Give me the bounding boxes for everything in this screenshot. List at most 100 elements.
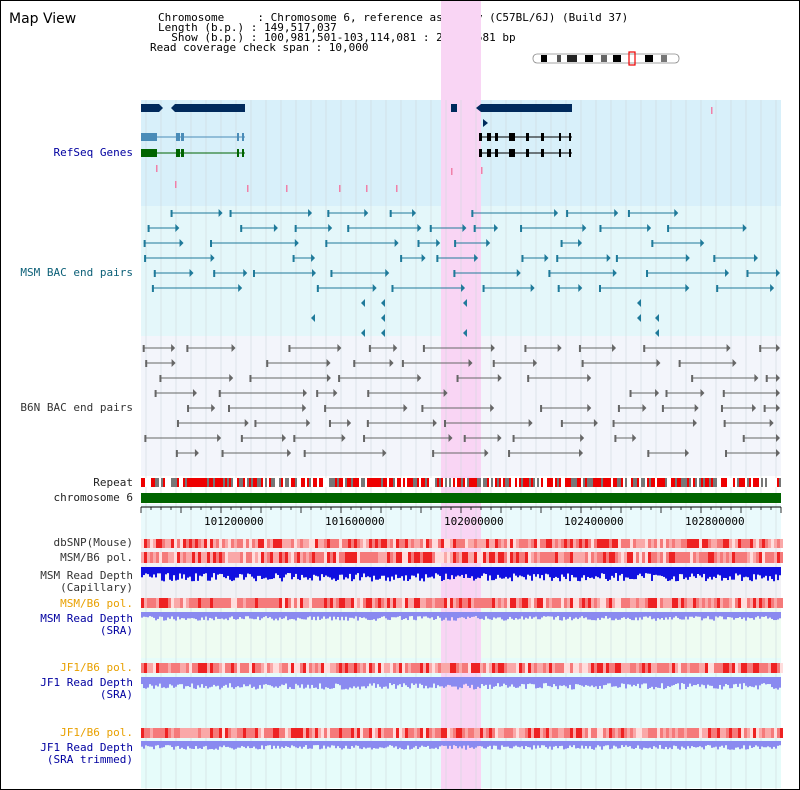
depth-bin [489, 567, 491, 576]
pol-bin [753, 598, 756, 608]
depth-bin [421, 567, 423, 579]
depth-bin [337, 567, 339, 580]
pol-bin [699, 598, 702, 608]
msm-bac-end [615, 255, 618, 262]
repeat-bin [285, 478, 287, 487]
repeat-bin [555, 478, 557, 487]
depth-bin [379, 741, 381, 748]
depth-bin [773, 677, 775, 689]
depth-bin [387, 567, 389, 578]
pol-bin [240, 663, 243, 673]
depth-bin [653, 677, 655, 690]
repeat-bin [767, 478, 769, 487]
repeat-bin [265, 478, 267, 487]
depth-bin [465, 567, 467, 575]
depth-bin [727, 677, 729, 685]
depth-bin [393, 741, 395, 748]
pol-bin [765, 728, 768, 738]
track-label-msm-depth-sra[interactable]: MSM Read Depth [40, 612, 133, 625]
pol-bin [231, 663, 234, 673]
repeat-bin [549, 478, 551, 487]
track-label-chromosome[interactable]: chromosome 6 [53, 491, 133, 504]
pol-bin [489, 728, 492, 738]
depth-bin [529, 567, 531, 576]
depth-bin [591, 567, 593, 578]
depth-bin [151, 567, 153, 578]
depth-bin [547, 677, 549, 686]
track-label-jf1-depth-trimmed[interactable]: JF1 Read Depth [40, 741, 133, 754]
depth-bin [669, 567, 671, 581]
track-label-msm-b6-pol-1[interactable]: MSM/B6 pol. [60, 551, 133, 564]
depth-bin [533, 567, 535, 575]
pol-bin [390, 663, 393, 673]
pol-bin [615, 552, 618, 563]
repeat-bin [525, 478, 527, 487]
track-label-dbsnp[interactable]: dbSNP(Mouse) [53, 536, 133, 549]
pol-bin [708, 539, 711, 548]
track-label-jf1-b6-pol-1[interactable]: JF1/B6 pol. [60, 661, 133, 674]
depth-bin [623, 612, 625, 618]
depth-bin [359, 741, 361, 749]
depth-bin [183, 567, 185, 575]
depth-bin [545, 677, 547, 684]
depth-bin [459, 741, 461, 747]
repeat-bin [489, 478, 491, 487]
track-label-jf1-b6-pol-2[interactable]: JF1/B6 pol. [60, 726, 133, 739]
repeat-bin [519, 478, 521, 487]
pol-bin [648, 539, 651, 548]
pol-bin [318, 598, 321, 608]
pol-bin [294, 663, 297, 673]
repeat-bin [365, 478, 367, 487]
b6n-bac-end [533, 359, 538, 367]
pol-bin [282, 728, 285, 738]
depth-bin [667, 677, 669, 687]
pol-bin [633, 539, 636, 548]
track-label-msm-b6-pol-2[interactable]: MSM/B6 pol. [60, 597, 133, 610]
msm-bac-end [544, 254, 549, 262]
track-label-jf1-depth-sra[interactable]: JF1 Read Depth [40, 676, 133, 689]
depth-bin [703, 567, 705, 574]
pol-bin [396, 663, 399, 673]
pol-bin [210, 598, 213, 608]
depth-bin [577, 612, 579, 620]
depth-bin [769, 612, 771, 618]
depth-bin [613, 677, 615, 687]
depth-bin [565, 567, 567, 580]
depth-bin [269, 741, 271, 746]
depth-bin [355, 677, 357, 688]
depth-bin [455, 567, 457, 577]
depth-bin [299, 612, 301, 619]
pol-bin [354, 539, 357, 548]
repeat-bin [569, 478, 571, 487]
depth-bin [509, 567, 511, 578]
depth-bin [713, 612, 715, 621]
depth-bin [667, 741, 669, 750]
repeat-bin [343, 478, 345, 487]
depth-bin [733, 677, 735, 685]
track-label-b6n-bac[interactable]: B6N BAC end pairs [20, 401, 133, 414]
depth-bin [485, 567, 487, 575]
depth-bin [641, 612, 643, 620]
pol-bin [663, 539, 666, 548]
b6n-bac-end [254, 420, 257, 427]
depth-bin [411, 567, 413, 576]
depth-bin [561, 612, 563, 621]
pol-bin [597, 728, 600, 738]
pol-bin [210, 552, 213, 563]
pol-bin [768, 552, 771, 563]
pol-bin [738, 663, 741, 673]
repeat-bin [753, 478, 755, 487]
depth-bin [583, 612, 585, 619]
pol-bin [204, 539, 207, 548]
pol-bin [393, 663, 396, 673]
pol-bin [501, 728, 504, 738]
depth-bin [711, 677, 713, 686]
track-label-refseq-genes[interactable]: RefSeq Genes [53, 146, 133, 159]
depth-bin [335, 612, 337, 620]
depth-bin [587, 612, 589, 620]
track-label-repeat[interactable]: Repeat [93, 476, 133, 489]
depth-bin [367, 677, 369, 687]
track-label-msm-bac[interactable]: MSM BAC end pairs [20, 266, 133, 279]
track-label-msm-depth-capillary[interactable]: MSM Read Depth [40, 569, 133, 582]
